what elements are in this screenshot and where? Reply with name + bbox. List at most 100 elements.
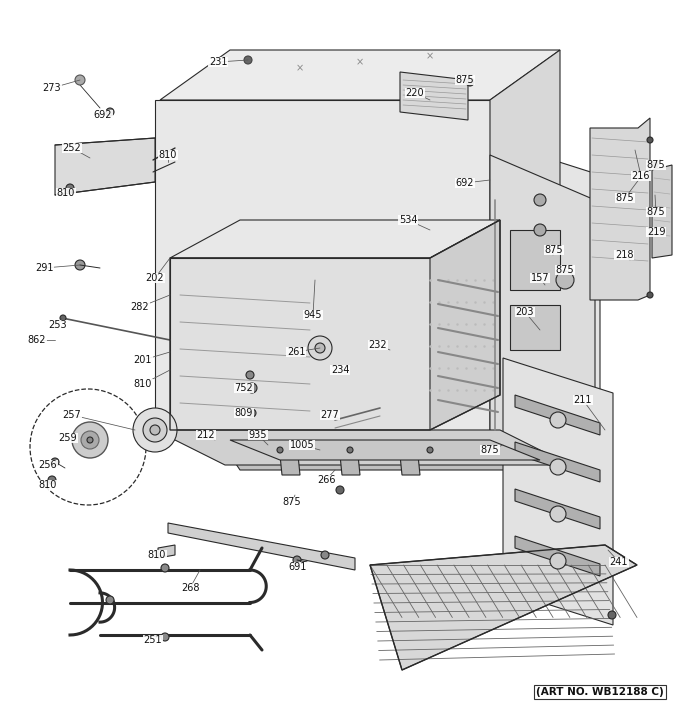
Polygon shape [370, 545, 637, 670]
Circle shape [534, 194, 546, 206]
Text: 291: 291 [35, 263, 53, 273]
Text: 231: 231 [209, 57, 227, 67]
Polygon shape [160, 50, 560, 100]
Text: 261: 261 [287, 347, 305, 357]
Text: 875: 875 [545, 245, 563, 255]
Text: 277: 277 [321, 410, 339, 420]
Text: 875: 875 [481, 445, 499, 455]
Circle shape [161, 564, 169, 572]
Circle shape [81, 431, 99, 449]
Text: 809: 809 [235, 408, 253, 418]
Circle shape [293, 556, 301, 564]
Text: 273: 273 [43, 83, 61, 93]
Polygon shape [155, 430, 570, 465]
Polygon shape [490, 50, 560, 430]
Text: 203: 203 [515, 307, 534, 317]
Text: 875: 875 [647, 207, 665, 217]
Text: 810: 810 [159, 150, 177, 160]
Text: 241: 241 [610, 557, 628, 567]
Text: 219: 219 [647, 227, 665, 237]
Circle shape [75, 75, 85, 85]
Text: 266: 266 [317, 475, 335, 485]
Text: 692: 692 [94, 110, 112, 120]
Circle shape [647, 292, 653, 298]
Text: 534: 534 [398, 215, 418, 225]
Text: 268: 268 [181, 583, 199, 593]
Text: ×: × [426, 51, 434, 61]
Circle shape [347, 447, 353, 453]
Circle shape [246, 371, 254, 379]
Polygon shape [158, 545, 175, 558]
Circle shape [315, 343, 325, 353]
Circle shape [48, 476, 56, 484]
Text: 691: 691 [289, 562, 307, 572]
Circle shape [133, 408, 177, 452]
Text: 810: 810 [134, 379, 152, 389]
Text: ×: × [296, 63, 304, 73]
Circle shape [143, 418, 167, 442]
Polygon shape [590, 118, 650, 300]
Circle shape [150, 425, 160, 435]
Text: 259: 259 [58, 433, 78, 443]
Polygon shape [515, 489, 600, 529]
Text: 875: 875 [647, 160, 665, 170]
Polygon shape [510, 230, 560, 290]
Text: 945: 945 [304, 310, 322, 320]
Text: 692: 692 [456, 178, 474, 188]
Circle shape [608, 611, 616, 619]
Circle shape [247, 383, 257, 393]
Circle shape [466, 78, 474, 86]
Polygon shape [515, 536, 600, 576]
Polygon shape [503, 358, 613, 625]
Polygon shape [230, 455, 570, 470]
Circle shape [647, 137, 653, 143]
Polygon shape [230, 440, 540, 460]
Text: (ART NO. WB12188 C): (ART NO. WB12188 C) [536, 687, 664, 697]
Text: 257: 257 [63, 410, 82, 420]
Polygon shape [400, 72, 468, 120]
Circle shape [248, 409, 256, 417]
Text: 1005: 1005 [290, 440, 314, 450]
Polygon shape [430, 220, 500, 430]
Polygon shape [170, 220, 500, 258]
Circle shape [106, 108, 114, 116]
Circle shape [534, 224, 546, 236]
Circle shape [106, 596, 114, 604]
Text: 234: 234 [330, 365, 350, 375]
Text: 218: 218 [615, 250, 633, 260]
Circle shape [652, 162, 658, 168]
Polygon shape [340, 455, 360, 475]
Circle shape [244, 56, 252, 64]
Circle shape [66, 184, 74, 192]
Circle shape [87, 437, 93, 443]
Polygon shape [490, 140, 600, 495]
Polygon shape [510, 305, 560, 350]
Text: 253: 253 [49, 320, 67, 330]
Text: 875: 875 [456, 75, 475, 85]
Polygon shape [170, 258, 430, 430]
Circle shape [60, 315, 66, 321]
Polygon shape [515, 442, 600, 482]
Polygon shape [155, 100, 490, 430]
Polygon shape [280, 455, 300, 475]
Text: 216: 216 [632, 171, 650, 181]
Polygon shape [490, 155, 595, 485]
Text: 256: 256 [39, 460, 57, 470]
Text: 251: 251 [143, 635, 163, 645]
Circle shape [75, 260, 85, 270]
Text: 202: 202 [146, 273, 165, 283]
Text: 220: 220 [406, 88, 424, 98]
Circle shape [556, 271, 574, 289]
Polygon shape [400, 455, 420, 475]
Circle shape [550, 553, 566, 569]
Text: 935: 935 [249, 430, 267, 440]
Polygon shape [515, 395, 600, 435]
Text: 862: 862 [28, 335, 46, 345]
Text: 875: 875 [615, 193, 634, 203]
Text: 282: 282 [131, 302, 150, 312]
Circle shape [161, 633, 169, 641]
Text: 810: 810 [39, 480, 57, 490]
Text: 157: 157 [530, 273, 549, 283]
Text: ×: × [356, 57, 364, 67]
Circle shape [550, 459, 566, 475]
